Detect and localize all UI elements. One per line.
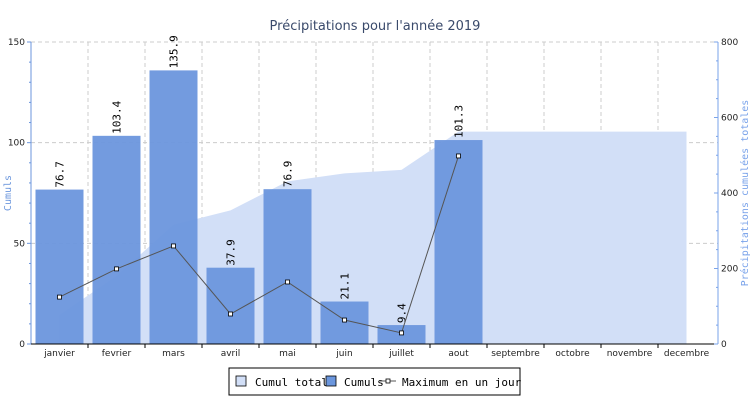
- bar-label: 103.4: [111, 100, 124, 133]
- max-day-marker: [456, 153, 461, 159]
- bar-label: 21.1: [339, 273, 352, 300]
- x-tick-label: avril: [221, 349, 241, 359]
- x-tick-label: aout: [448, 349, 469, 359]
- legend-swatch-cumul-total: [235, 375, 247, 387]
- x-tick-label: juin: [335, 349, 352, 359]
- legend-label-cumul-total: Cumul total: [255, 376, 328, 389]
- bar-label: 9.4: [396, 303, 409, 323]
- y-tick-label: 0: [19, 340, 25, 350]
- x-tick-label: octobre: [555, 349, 590, 359]
- max-day-marker: [171, 243, 176, 249]
- max-day-line: [57, 153, 461, 336]
- max-day-marker: [114, 266, 119, 272]
- bar-label: 101.3: [453, 105, 466, 138]
- y-tick-label: 150: [8, 38, 25, 48]
- bar-label: 76.9: [282, 161, 295, 188]
- bar-juin: [320, 301, 369, 344]
- y-tick-label: 100: [8, 139, 25, 149]
- bar-avril: [206, 267, 255, 344]
- y2-tick-label: 800: [721, 38, 738, 48]
- x-tick-label: mars: [162, 349, 185, 359]
- bar-mars: [149, 70, 198, 344]
- y-axis-label: Cumuls: [3, 175, 14, 211]
- bar-label: 37.9: [225, 239, 238, 266]
- max-day-marker: [228, 311, 233, 317]
- y2-tick-label: 0: [721, 340, 727, 350]
- legend: Cumul total Cumuls Maximum en un jour: [228, 367, 522, 396]
- x-tick-label: septembre: [491, 349, 540, 359]
- max-day-marker: [57, 294, 62, 300]
- max-day-marker: [342, 317, 347, 323]
- x-tick-label: decembre: [664, 349, 710, 359]
- x-tick-label: juillet: [388, 349, 414, 359]
- x-tick-label: janvier: [43, 349, 75, 359]
- bar-janvier: [35, 189, 84, 344]
- bar-mai: [263, 189, 312, 344]
- x-tick-label: novembre: [607, 349, 653, 359]
- bar-aout: [434, 140, 483, 344]
- legend-marker-icon: [385, 378, 391, 384]
- legend-label-maximum: Maximum en un jour: [402, 376, 522, 389]
- bar-label: 76.7: [54, 161, 67, 188]
- y2-tick-label: 600: [721, 114, 738, 124]
- axes: 0 50 100 150 0 200 400 600 800 janvier fevrier mars…: [8, 38, 739, 359]
- bar-fevrier: [92, 135, 141, 344]
- y2-tick-label: 400: [721, 189, 738, 199]
- chart-title: Précipitations pour l'année 2019: [270, 19, 481, 34]
- max-day-marker: [285, 279, 290, 285]
- x-tick-label: fevrier: [102, 349, 132, 359]
- y2-tick-label: 200: [721, 265, 738, 275]
- x-tick-label: mai: [279, 349, 296, 359]
- y-tick-label: 50: [14, 239, 26, 249]
- legend-swatch-cumuls: [325, 375, 337, 387]
- y2-axis-label: Précipitations cumulées totales: [739, 100, 750, 287]
- bar-label: 135.9: [168, 35, 181, 68]
- max-day-marker: [399, 330, 404, 336]
- max-day-polyline: [59, 155, 459, 334]
- legend-label-cumuls: Cumuls: [344, 376, 384, 389]
